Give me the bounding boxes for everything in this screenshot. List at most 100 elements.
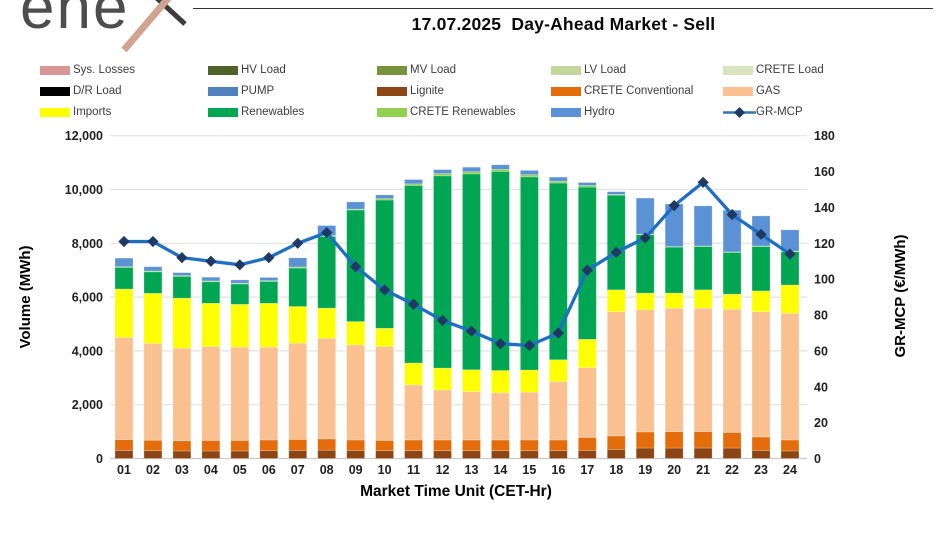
bar-segment-gas (693, 307, 713, 432)
logo-text: ene (20, 0, 129, 42)
bar-segment-imports (635, 292, 655, 311)
bar-segment-gas (201, 346, 221, 441)
bar-segment-hydro (577, 182, 597, 186)
bar-segment-imports (693, 289, 713, 309)
bar-segment-lignite (635, 447, 655, 459)
bar-segment-lignite (230, 450, 250, 459)
legend-swatch-icon (377, 107, 407, 117)
legend-label: PUMP (241, 85, 275, 97)
bar-segment-renewables (491, 171, 510, 371)
bar-segment-renewables (172, 276, 192, 299)
bar-segment-renewables (462, 173, 481, 371)
bar-segment-gas (317, 337, 337, 440)
y-right-tick-label: 40 (814, 380, 828, 394)
bar-segment-hydro (548, 176, 568, 182)
bar-segment-gas (520, 391, 539, 441)
bar-segment-gas (606, 311, 626, 437)
legend-item-renewables: Renewables (208, 105, 304, 119)
bar-segment-renewables (664, 246, 684, 294)
legend-label: GR-MCP (756, 106, 803, 118)
bar-segment-imports (433, 367, 452, 391)
enex-logo: ene (6, 0, 206, 62)
bar-segment-hydro (462, 166, 481, 173)
legend-label: CRETE Load (756, 64, 824, 76)
legend-item-sys-losses: Sys. Losses (40, 63, 135, 77)
chart-legend: Sys. Losses HV Load MV Load LV Load CRETE Lo… (0, 0, 937, 125)
bar-segment-imports (404, 362, 423, 386)
bar-hour-20 (664, 203, 684, 459)
gr-mcp-marker (176, 252, 188, 264)
page-title: 17.07.2025 Day-Ahead Market - Sell (411, 14, 716, 34)
bar-segment-imports (606, 289, 626, 312)
bar-segment-crete-conventional (172, 440, 192, 452)
bar-segment-lignite (375, 450, 394, 459)
bar-segment-crete-renewables (693, 245, 713, 247)
y-right-tick-label: 120 (814, 237, 835, 251)
bar-segment-gas (751, 311, 771, 438)
bar-segment-imports (520, 369, 539, 393)
bar-segment-crete-conventional (606, 435, 626, 450)
legend-swatch-icon (208, 65, 238, 75)
bar-segment-gas (288, 342, 308, 440)
bar-hour-24 (780, 229, 800, 459)
legend-item-lv-load: LV Load (551, 63, 626, 77)
gr-mcp-line (122, 180, 792, 348)
x-tick-label: 16 (551, 463, 565, 477)
bar-segment-crete-conventional (577, 437, 597, 451)
bar-segment-gas (577, 367, 597, 438)
x-tick-label: 21 (696, 463, 710, 477)
bar-segment-imports (114, 288, 134, 338)
bar-segment-hydro (201, 276, 221, 282)
bar-segment-crete-conventional (143, 439, 163, 452)
legend-swatch-icon (377, 65, 407, 75)
bar-segment-imports (317, 307, 337, 339)
bar-segment-lignite (346, 450, 365, 459)
y-right-tick-labels: 0 20 40 60 80 100 120 140 160 180 (814, 129, 835, 466)
bar-segment-crete-conventional (635, 431, 655, 449)
bar-segment-renewables (375, 199, 394, 329)
bar-segment-hydro (433, 169, 452, 174)
legend-label: MV Load (410, 64, 457, 76)
y-left-tick-label: 10,000 (65, 183, 103, 197)
gr-mcp-marker (523, 339, 535, 352)
bar-segment-gas (433, 389, 452, 441)
legend-swatch-icon (40, 65, 70, 75)
gr-mcp-marker (639, 232, 651, 244)
legend-label: D/R Load (73, 85, 122, 97)
bar-segment-crete-renewables (722, 251, 742, 253)
legend-label: Lignite (410, 85, 444, 97)
gr-mcp-marker (147, 235, 159, 248)
bar-segment-imports (491, 370, 510, 394)
enex-logo-graphic: ene (20, 0, 187, 53)
bar-hour-06 (259, 277, 279, 459)
bar-segment-imports (722, 293, 742, 310)
bar-segment-imports (259, 302, 279, 348)
bar-segment-hydro (606, 191, 626, 195)
bar-hour-03 (172, 272, 192, 459)
bar-hour-04 (201, 276, 221, 459)
bar-hour-02 (143, 266, 163, 459)
gr-mcp-marker (552, 327, 564, 339)
legend-label: LV Load (584, 64, 626, 76)
bar-segment-gas (172, 347, 192, 442)
bar-segment-lignite (404, 450, 423, 459)
bar-segment-hydro (172, 272, 192, 276)
gr-mcp-marker (726, 209, 738, 221)
bar-segment-gas (548, 381, 568, 441)
bar-hour-10 (375, 194, 394, 459)
gr-mcp-marker (234, 259, 246, 271)
x-tick-label: 24 (783, 463, 797, 477)
legend-item-hydro: Hydro (551, 105, 615, 119)
legend-swatch-icon (40, 86, 70, 96)
bar-segment-crete-conventional (462, 439, 481, 452)
y-right-tick-label: 60 (814, 344, 828, 358)
x-tick-label: 06 (262, 463, 276, 477)
bar-segment-renewables (114, 267, 134, 290)
bar-segment-imports (288, 306, 308, 344)
x-tick-label: 17 (580, 463, 594, 477)
legend-swatch-icon (551, 65, 581, 75)
bar-segment-imports (172, 297, 192, 349)
bar-segment-lignite (606, 449, 626, 459)
x-tick-label: 15 (522, 463, 536, 477)
header-divider (193, 8, 933, 9)
